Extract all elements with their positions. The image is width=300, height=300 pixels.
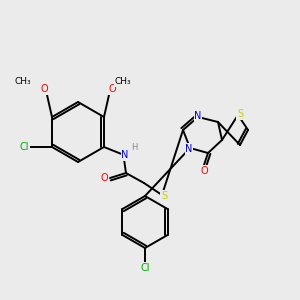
Text: N: N [194, 111, 202, 121]
Text: O: O [200, 166, 208, 176]
Text: Cl: Cl [19, 142, 29, 152]
Text: O: O [40, 84, 48, 94]
Text: N: N [185, 144, 193, 154]
Text: CH₃: CH₃ [115, 77, 131, 86]
Text: CH₃: CH₃ [14, 77, 31, 86]
Text: H: H [131, 143, 137, 152]
Text: O: O [108, 84, 116, 94]
Text: Cl: Cl [140, 263, 150, 273]
Text: S: S [161, 191, 167, 201]
Text: S: S [237, 109, 243, 119]
Text: O: O [100, 173, 108, 183]
Text: N: N [121, 150, 129, 160]
